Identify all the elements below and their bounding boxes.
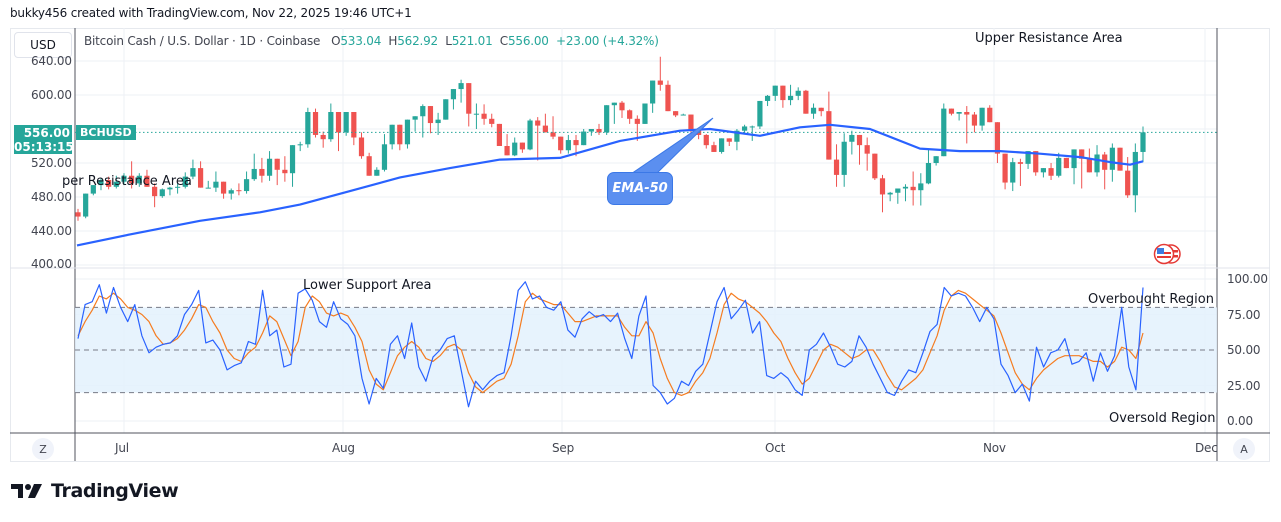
price-label-600: 600.00 <box>31 88 72 102</box>
current-price: 556.00 <box>23 126 70 140</box>
open-value: 533.04 <box>340 34 382 48</box>
close-value: 556.00 <box>507 34 549 48</box>
change-value: +23.00 (+4.32%) <box>555 34 659 48</box>
chart-credit: bukky456 created with TradingView.com, N… <box>10 6 412 20</box>
tradingview-brand-text: TradingView <box>51 480 179 502</box>
time-label-dec: Dec <box>1195 441 1218 455</box>
time-label-nov: Nov <box>983 441 1006 455</box>
time-label-aug: Aug <box>332 441 355 455</box>
close-label: C <box>499 34 508 48</box>
osc-label-50: 50.00 <box>1227 343 1261 357</box>
osc-label-100: 100.00 <box>1227 272 1268 286</box>
symbol-tag: BCHUSD <box>76 125 136 140</box>
low-label: L <box>445 34 452 48</box>
time-label-sep: Sep <box>552 441 575 455</box>
high-label: H <box>388 34 398 48</box>
currency-button[interactable]: USD <box>14 32 72 58</box>
price-label-400: 400.00 <box>31 257 72 271</box>
annotation-upper-resistance-left: per Resistance Area <box>62 174 192 189</box>
ema-callout: EMA-50 <box>607 172 673 205</box>
high-value: 562.92 <box>397 34 438 48</box>
candles <box>75 56 1146 221</box>
us-flag-event-icon[interactable] <box>1153 243 1183 265</box>
tradingview-logo-icon <box>11 484 42 498</box>
time-label-jul: Jul <box>115 441 129 455</box>
bar-countdown: 05:13:15 <box>14 140 74 154</box>
annotation-lower-support: Lower Support Area <box>303 278 432 293</box>
low-value: 521.01 <box>451 34 493 48</box>
zoom-reset-button[interactable]: Z <box>32 438 54 460</box>
price-label-440: 440.00 <box>31 224 72 238</box>
time-label-oct: Oct <box>765 441 786 455</box>
symbol-legend: Bitcoin Cash / U.S. Dollar · 1D · Coinba… <box>84 34 659 48</box>
current-price-tag: 556.00 05:13:15 <box>14 125 74 154</box>
annotation-upper-resistance: Upper Resistance Area <box>975 31 1123 46</box>
osc-label-0: 0.00 <box>1227 414 1253 428</box>
open-label: O <box>331 34 341 48</box>
annotation-oversold: Oversold Region <box>1109 411 1216 426</box>
auto-scale-button[interactable]: A <box>1233 438 1255 460</box>
tradingview-logo[interactable]: TradingView <box>11 480 179 502</box>
osc-label-75: 75.00 <box>1227 308 1261 322</box>
price-label-520: 520.00 <box>31 156 72 170</box>
price-label-640: 640.00 <box>31 54 72 68</box>
symbol-description: Bitcoin Cash / U.S. Dollar · 1D · Coinba… <box>84 34 321 48</box>
annotation-overbought: Overbought Region <box>1088 292 1214 307</box>
price-label-480: 480.00 <box>31 190 72 204</box>
osc-label-25: 25.00 <box>1227 379 1261 393</box>
